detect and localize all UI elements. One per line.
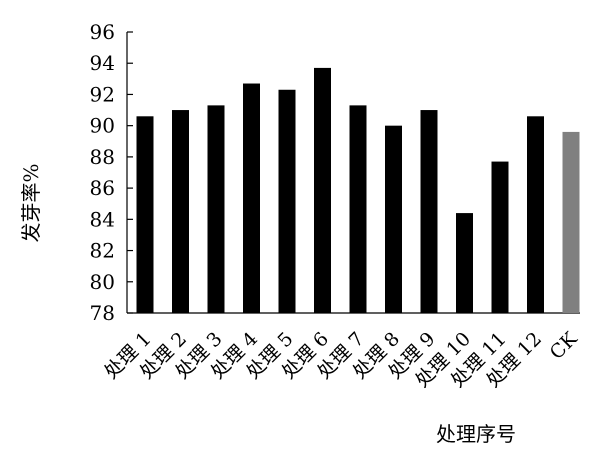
y-tick-label: 94 bbox=[90, 51, 115, 75]
y-tick-label: 84 bbox=[90, 207, 115, 231]
bar bbox=[385, 125, 402, 314]
x-tick-labels: 处理 1处理 2处理 3处理 4处理 5处理 6处理 7处理 8处理 9处理 1… bbox=[100, 327, 582, 391]
bars bbox=[136, 67, 580, 314]
bar bbox=[136, 116, 154, 313]
x-axis-title: 处理序号 bbox=[436, 422, 516, 446]
y-tick-label: 96 bbox=[90, 20, 115, 44]
bar bbox=[456, 213, 473, 313]
bar bbox=[172, 110, 189, 313]
y-tick-label: 88 bbox=[90, 145, 115, 169]
bar bbox=[314, 67, 331, 314]
bar bbox=[243, 83, 260, 314]
bar bbox=[562, 131, 580, 313]
bar bbox=[278, 89, 296, 313]
y-tick-label: 92 bbox=[90, 82, 115, 106]
y-tick-label: 82 bbox=[90, 239, 115, 263]
y-axis-title: 发芽率% bbox=[19, 163, 43, 242]
bar bbox=[491, 161, 509, 313]
y-tick-label: 78 bbox=[90, 301, 115, 325]
bar bbox=[207, 105, 225, 313]
x-tick-label: CK bbox=[546, 327, 582, 363]
bar bbox=[527, 116, 544, 313]
y-tick-label: 80 bbox=[90, 270, 115, 294]
y-tick-label: 86 bbox=[90, 176, 115, 200]
y-tick-label: 90 bbox=[90, 114, 115, 138]
bar bbox=[420, 110, 438, 313]
bar bbox=[349, 105, 367, 313]
y-tick-labels: 78 80 82 84 86 88 90 92 94 96 bbox=[90, 20, 133, 325]
